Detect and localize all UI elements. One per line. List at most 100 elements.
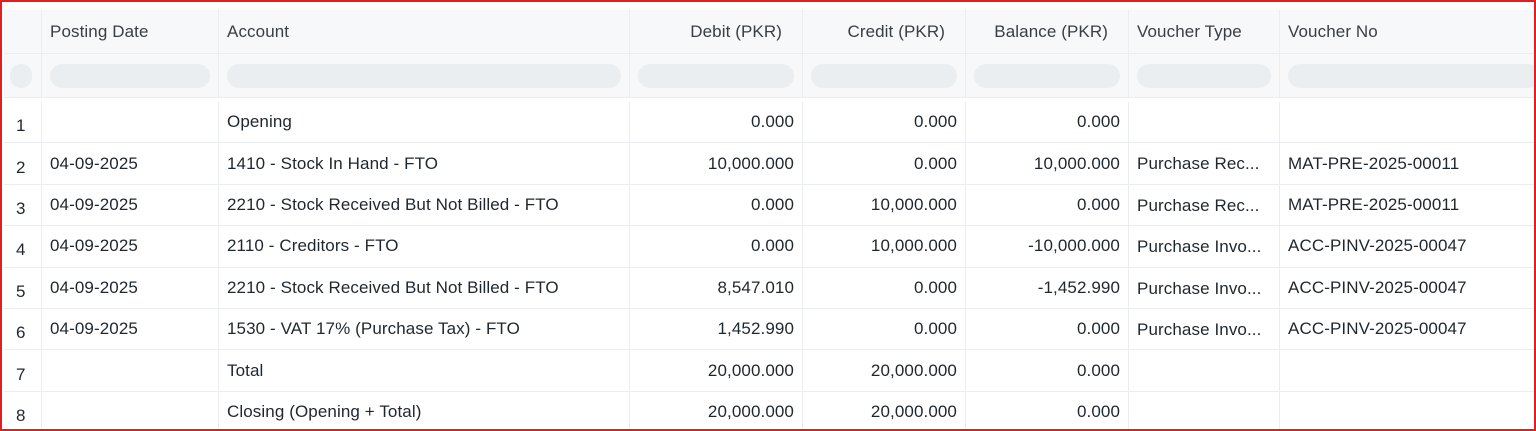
cell-voucher-type[interactable]: Purchase Invo...	[1129, 267, 1280, 308]
row-index: 4	[4, 226, 42, 267]
row-index: 8	[4, 391, 42, 429]
cell-voucher-no[interactable]: MAT-PRE-2025-00011	[1288, 153, 1460, 173]
table-header-row: Posting Date Account Debit (PKR) Credit …	[4, 10, 1534, 54]
cell-account[interactable]: Opening	[219, 102, 630, 143]
cell-balance[interactable]: -10,000.000	[966, 226, 1129, 267]
header-account[interactable]: Account	[219, 10, 630, 53]
cell-balance[interactable]: -1,452.990	[966, 267, 1129, 308]
row-index: 5	[4, 267, 42, 308]
row-index: 1	[4, 102, 42, 143]
filter-voucher-type-input[interactable]	[1137, 63, 1271, 88]
cell-posting-date[interactable]: 04-09-2025	[42, 184, 219, 226]
cell-voucher-no[interactable]	[1280, 392, 1534, 429]
cell-balance[interactable]: 0.000	[966, 391, 1129, 429]
cell-posting-date[interactable]: 04-09-2025	[42, 226, 219, 267]
cell-credit[interactable]: 0.000	[803, 308, 966, 350]
filter-account-input[interactable]	[227, 63, 621, 88]
cell-voucher-type[interactable]: Purchase Invo...	[1129, 226, 1280, 267]
filter-cell-posting-date	[42, 54, 219, 97]
header-row-index	[4, 10, 42, 53]
cell-posting-date[interactable]	[42, 102, 219, 143]
cell-credit[interactable]: 20,000.000	[803, 391, 966, 429]
cell-voucher-no[interactable]: ACC-PINV-2025-00047	[1288, 236, 1467, 256]
header-debit[interactable]: Debit (PKR)	[630, 10, 803, 53]
cell-voucher-no[interactable]: ACC-PINV-2025-00047	[1288, 277, 1467, 297]
cell-posting-date[interactable]: 04-09-2025	[42, 308, 219, 350]
cell-posting-date[interactable]	[42, 350, 219, 391]
cell-debit[interactable]: 1,452.990	[630, 308, 803, 350]
cell-debit[interactable]: 0.000	[630, 102, 803, 143]
filter-voucher-no-input[interactable]	[1288, 63, 1534, 88]
cell-credit[interactable]: 0.000	[803, 143, 966, 184]
cell-balance[interactable]: 10,000.000	[966, 143, 1129, 184]
cell-debit[interactable]: 20,000.000	[630, 350, 803, 391]
cell-balance[interactable]: 0.000	[966, 308, 1129, 350]
cell-debit[interactable]: 8,547.010	[630, 267, 803, 308]
cell-credit[interactable]: 0.000	[803, 267, 966, 308]
cell-voucher-no[interactable]	[1280, 350, 1534, 390]
cell-account[interactable]: 2210 - Stock Received But Not Billed - F…	[219, 184, 630, 226]
header-credit[interactable]: Credit (PKR)	[803, 10, 966, 53]
cell-credit[interactable]: 10,000.000	[803, 226, 966, 267]
table-row[interactable]: 7 Total 20,000.000 20,000.000 0.000	[4, 350, 1534, 392]
cell-credit[interactable]: 20,000.000	[803, 350, 966, 391]
cell-posting-date[interactable]: 04-09-2025	[42, 143, 219, 184]
table-row[interactable]: 2 04-09-2025 1410 - Stock In Hand - FTO …	[4, 143, 1534, 185]
filter-cell-balance	[966, 54, 1129, 97]
filter-cell-index	[4, 54, 42, 97]
general-ledger-table: Posting Date Account Debit (PKR) Credit …	[4, 10, 1534, 429]
cell-account[interactable]: Total	[219, 350, 630, 391]
table-row[interactable]: 1 Opening 0.000 0.000 0.000	[4, 102, 1534, 144]
cell-credit[interactable]: 10,000.000	[803, 184, 966, 226]
row-index: 7	[4, 350, 42, 391]
cell-voucher-no[interactable]: MAT-PRE-2025-00011	[1288, 194, 1460, 214]
cell-voucher-no[interactable]	[1280, 102, 1534, 142]
filter-pill-index	[10, 63, 32, 88]
row-index: 2	[4, 143, 42, 184]
header-posting-date[interactable]: Posting Date	[42, 10, 219, 53]
cell-posting-date[interactable]: 04-09-2025	[42, 267, 219, 308]
filter-cell-voucher-type	[1129, 54, 1280, 97]
header-voucher-type[interactable]: Voucher Type	[1129, 10, 1280, 53]
table-row[interactable]: 6 04-09-2025 1530 - VAT 17% (Purchase Ta…	[4, 308, 1534, 351]
cell-voucher-type[interactable]	[1129, 350, 1280, 391]
header-voucher-no[interactable]: Voucher No	[1288, 21, 1378, 41]
table-row[interactable]: 5 04-09-2025 2210 - Stock Received But N…	[4, 267, 1534, 309]
table-row[interactable]: 8 Closing (Opening + Total) 20,000.000 2…	[4, 391, 1534, 429]
row-index: 3	[4, 184, 42, 226]
cell-voucher-type[interactable]: Purchase Invo...	[1129, 308, 1280, 350]
row-index: 6	[4, 308, 42, 350]
cell-voucher-no[interactable]: ACC-PINV-2025-00047	[1288, 319, 1467, 339]
cell-credit[interactable]: 0.000	[803, 102, 966, 143]
filter-cell-debit	[630, 54, 803, 97]
filter-debit-input[interactable]	[638, 63, 794, 88]
cell-voucher-type[interactable]	[1129, 391, 1280, 429]
filter-row	[4, 54, 1534, 98]
cell-balance[interactable]: 0.000	[966, 184, 1129, 226]
filter-posting-date-input[interactable]	[50, 63, 210, 88]
table-row[interactable]: 3 04-09-2025 2210 - Stock Received But N…	[4, 184, 1534, 227]
cell-account[interactable]: 1410 - Stock In Hand - FTO	[219, 143, 630, 184]
cell-account[interactable]: Closing (Opening + Total)	[219, 391, 630, 429]
cell-balance[interactable]: 0.000	[966, 102, 1129, 143]
cell-debit[interactable]: 10,000.000	[630, 143, 803, 184]
cell-account[interactable]: 1530 - VAT 17% (Purchase Tax) - FTO	[219, 308, 630, 350]
cell-debit[interactable]: 0.000	[630, 184, 803, 226]
cell-voucher-type[interactable]: Purchase Rec...	[1129, 184, 1280, 226]
cell-account[interactable]: 2110 - Creditors - FTO	[219, 226, 630, 267]
cell-account[interactable]: 2210 - Stock Received But Not Billed - F…	[219, 267, 630, 308]
cell-voucher-type[interactable]	[1129, 102, 1280, 143]
cell-debit[interactable]: 20,000.000	[630, 391, 803, 429]
filter-balance-input[interactable]	[974, 63, 1120, 88]
cell-balance[interactable]: 0.000	[966, 350, 1129, 391]
filter-credit-input[interactable]	[811, 63, 957, 88]
filter-cell-account	[219, 54, 630, 97]
filter-cell-voucher-no	[1280, 54, 1534, 97]
cell-posting-date[interactable]	[42, 391, 219, 429]
filter-cell-credit	[803, 54, 966, 97]
header-balance[interactable]: Balance (PKR)	[966, 10, 1129, 53]
cell-voucher-type[interactable]: Purchase Rec...	[1129, 143, 1280, 184]
cell-debit[interactable]: 0.000	[630, 226, 803, 267]
table-row[interactable]: 4 04-09-2025 2110 - Creditors - FTO 0.00…	[4, 226, 1534, 268]
